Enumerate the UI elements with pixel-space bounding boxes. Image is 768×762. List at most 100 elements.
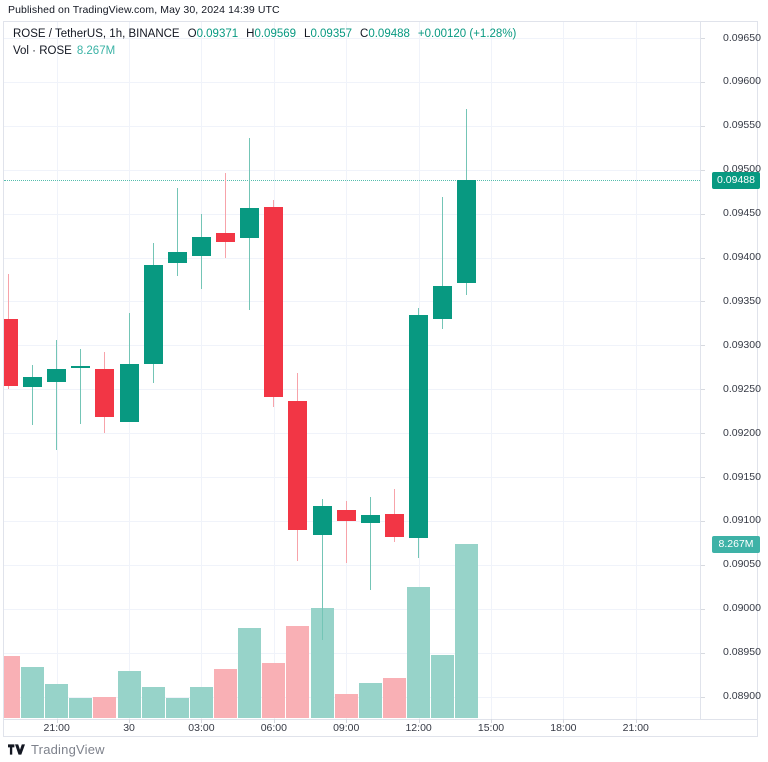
time-tick-label: 18:00	[550, 722, 577, 734]
grid-line-horizontal	[4, 345, 700, 347]
time-tick-mark	[201, 719, 203, 723]
time-tick-mark	[563, 719, 565, 723]
time-tick-mark	[491, 719, 492, 723]
open-label: O	[187, 28, 197, 40]
grid-line-horizontal	[4, 608, 700, 610]
price-tick-label: 0.09200	[723, 426, 761, 439]
low-value: 0.09357	[310, 28, 353, 40]
volume-bar	[93, 696, 117, 718]
candle	[433, 285, 453, 319]
candle	[47, 369, 67, 383]
volume-bar	[165, 698, 189, 718]
candle	[384, 513, 404, 537]
price-tick-mark	[701, 389, 705, 391]
time-tick-label: 21:00	[622, 722, 649, 734]
price-tick-label: 0.09150	[723, 470, 761, 483]
price-tick-label: 0.09600	[723, 75, 761, 88]
volume-bar	[358, 683, 382, 718]
volume-bar	[334, 694, 358, 718]
grid-line-horizontal	[4, 520, 700, 522]
grid-line-vertical	[346, 22, 348, 719]
price-tick-label: 0.09550	[723, 119, 761, 132]
volume-value: 8.267M	[76, 45, 116, 57]
candle	[360, 514, 380, 523]
grid-line-horizontal	[4, 301, 700, 303]
price-tick-label: 0.09300	[723, 338, 761, 351]
grid-line-horizontal	[4, 257, 700, 259]
volume-bar	[310, 607, 334, 718]
candle-wick	[176, 188, 178, 276]
candle	[288, 400, 308, 530]
volume-bar	[117, 671, 141, 718]
time-tick-label: 12:00	[405, 722, 432, 734]
grid-line-horizontal	[4, 564, 700, 566]
candle-wick	[225, 173, 227, 259]
candle	[143, 265, 163, 364]
candle-wick	[345, 500, 347, 564]
high-label: H	[246, 28, 255, 40]
open-value: 0.09371	[196, 28, 239, 40]
volume-bar	[21, 667, 45, 718]
high-value: 0.09569	[254, 28, 297, 40]
candle-wick	[321, 498, 323, 641]
chart-plot-area[interactable]	[4, 22, 700, 719]
grid-line-horizontal	[4, 389, 700, 391]
volume-bar	[238, 627, 262, 718]
volume-label: Vol · ROSE	[13, 45, 72, 57]
volume-bar	[4, 655, 20, 718]
close-label: C	[360, 28, 369, 40]
grid-line-horizontal	[4, 38, 700, 39]
price-tick-mark	[701, 520, 705, 522]
candle	[4, 318, 18, 386]
time-tick-label: 30	[123, 722, 135, 734]
time-tick-label: 15:00	[477, 722, 505, 734]
price-tick-label: 0.09400	[723, 251, 761, 263]
price-tick-mark	[701, 257, 705, 259]
chart-legend: ROSE / TetherUS, 1h, BINANCE O0.09371 H0.0…	[13, 26, 516, 60]
candle-wick	[442, 196, 444, 330]
price-tick-mark	[701, 213, 705, 215]
price-tick-mark	[701, 696, 705, 698]
grid-line-horizontal	[4, 652, 700, 654]
price-tick-label: 0.09000	[723, 602, 761, 615]
grid-line-horizontal	[4, 125, 700, 127]
legend-ohlc-row: ROSE / TetherUS, 1h, BINANCE O0.09371 H0.0…	[13, 26, 516, 43]
candle	[216, 232, 236, 242]
time-tick-mark	[418, 719, 420, 723]
brand-text[interactable]: TradingView	[31, 742, 105, 757]
symbol-title[interactable]: ROSE / TetherUS, 1h, BINANCE	[13, 28, 180, 40]
price-tick-mark	[701, 81, 705, 83]
low-label: L	[304, 28, 311, 40]
grid-line-horizontal	[4, 81, 700, 83]
candle-wick	[56, 340, 58, 450]
grid-line-vertical	[635, 22, 637, 719]
price-tick-mark	[701, 345, 705, 347]
grid-line-horizontal	[4, 433, 700, 435]
price-tick-mark	[701, 564, 705, 566]
time-tick-mark	[56, 719, 58, 723]
price-tick-label: 0.08900	[723, 690, 761, 702]
grid-line-horizontal	[4, 169, 700, 171]
price-tick-label: 0.08950	[723, 646, 761, 659]
time-tick-mark	[273, 719, 275, 723]
price-tick-mark	[701, 125, 705, 127]
change-value: +0.00120 (+1.28%)	[417, 28, 517, 40]
candle	[23, 376, 43, 388]
volume-bar	[141, 687, 165, 718]
volume-bar	[189, 687, 213, 718]
time-tick-mark	[346, 719, 348, 723]
last-price-line	[4, 180, 700, 182]
price-tick-label: 0.09050	[723, 558, 761, 571]
price-tick-mark	[701, 652, 705, 654]
time-tick-label: 21:00	[43, 722, 70, 734]
grid-line-vertical	[201, 22, 203, 719]
candle	[240, 208, 260, 239]
volume-bar	[45, 683, 69, 718]
candle-wick	[32, 364, 34, 426]
time-tick-mark	[635, 719, 637, 723]
price-tick-mark	[701, 38, 705, 39]
time-tick-label: 09:00	[333, 722, 360, 734]
candle	[336, 510, 356, 521]
grid-line-vertical	[491, 22, 492, 719]
